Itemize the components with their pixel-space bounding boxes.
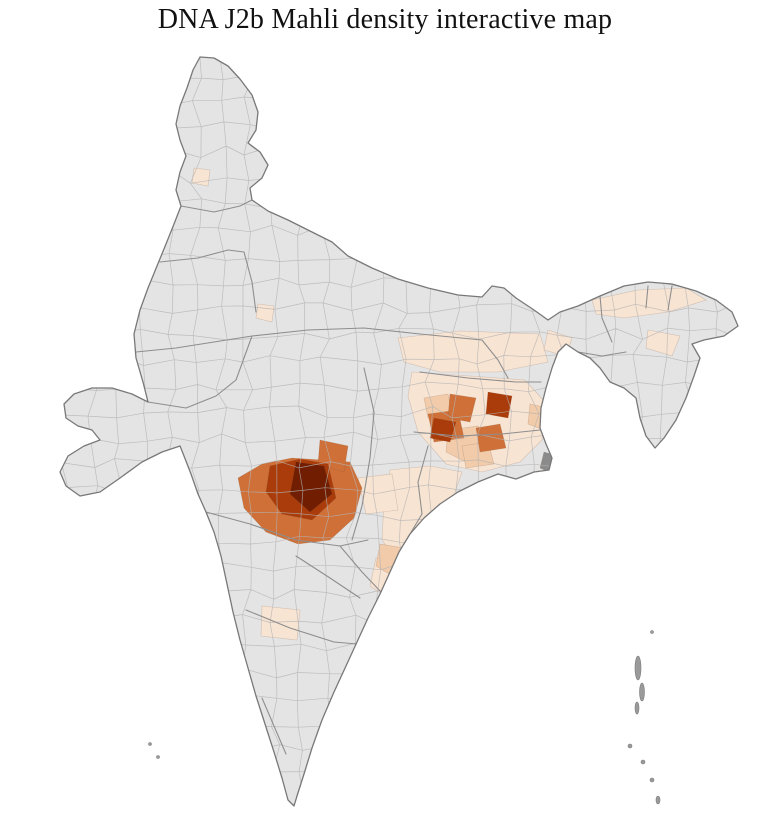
district-patch-east-dark-spot-2[interactable] [429, 417, 457, 443]
district-patch-north-punjab-spot[interactable] [191, 167, 211, 187]
india-outline [59, 56, 739, 807]
page-title: DNA J2b Mahli density interactive map [157, 4, 613, 35]
district-patch-bihar-band[interactable] [397, 330, 549, 373]
district-patch-east-cluster-c[interactable] [475, 423, 507, 453]
district-patch-assam-south[interactable] [645, 329, 681, 357]
district-patch-east-of-core[interactable] [357, 473, 399, 515]
india-landmass [60, 57, 738, 806]
district-patch-south-deccan-spot[interactable] [260, 605, 301, 641]
district-patch-assam-valley[interactable] [591, 287, 707, 319]
district-patch-east-dark-spot[interactable] [485, 391, 513, 419]
andaman-nicobar-islands [148, 630, 661, 805]
state-boundaries [135, 199, 673, 755]
district-patch-core-darkest[interactable] [289, 461, 333, 513]
